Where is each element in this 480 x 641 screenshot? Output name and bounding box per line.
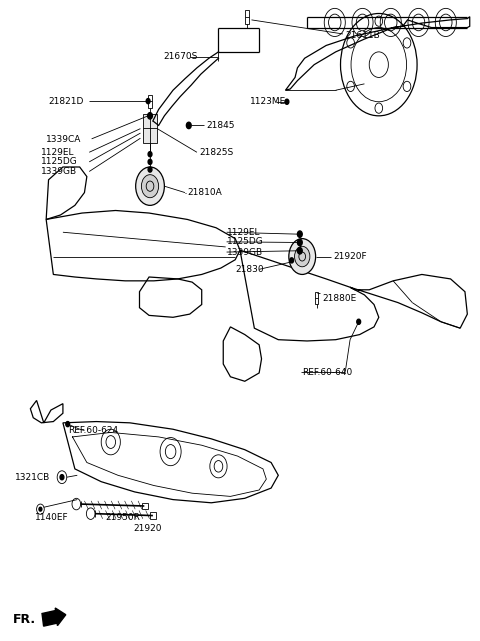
Text: 21950R: 21950R <box>105 513 140 522</box>
Text: 21611B: 21611B <box>345 31 380 40</box>
Circle shape <box>298 231 302 237</box>
Text: 21845: 21845 <box>206 121 235 130</box>
Text: 21670S: 21670S <box>163 53 198 62</box>
Text: 21830: 21830 <box>235 265 264 274</box>
Bar <box>150 512 156 519</box>
Text: 21821D: 21821D <box>48 97 84 106</box>
Text: 1123ME: 1123ME <box>250 97 286 106</box>
Text: 21880E: 21880E <box>323 294 357 303</box>
Circle shape <box>186 122 191 129</box>
Text: 1129EL: 1129EL <box>41 149 75 158</box>
Text: 1140EF: 1140EF <box>35 513 69 522</box>
Circle shape <box>357 319 360 324</box>
Circle shape <box>285 99 289 104</box>
Circle shape <box>136 167 164 205</box>
Bar <box>315 292 319 304</box>
Circle shape <box>290 258 294 263</box>
Circle shape <box>142 174 158 197</box>
Circle shape <box>295 246 310 267</box>
Bar <box>142 503 148 509</box>
Text: 1339GB: 1339GB <box>227 247 263 256</box>
Text: REF.60-640: REF.60-640 <box>302 369 352 378</box>
Text: 1321CB: 1321CB <box>15 472 50 481</box>
Bar <box>245 10 249 24</box>
FancyArrow shape <box>42 608 66 626</box>
Circle shape <box>289 238 316 274</box>
Text: 1125DG: 1125DG <box>227 237 264 246</box>
Circle shape <box>146 99 150 104</box>
Circle shape <box>66 422 70 427</box>
Circle shape <box>148 113 153 119</box>
Text: 21825S: 21825S <box>199 149 234 158</box>
Text: 21920F: 21920F <box>333 252 367 261</box>
Text: 21920: 21920 <box>134 524 162 533</box>
Text: 1339CA: 1339CA <box>46 135 82 144</box>
Text: 1129EL: 1129EL <box>227 228 260 237</box>
Text: 1125DG: 1125DG <box>41 158 78 167</box>
Circle shape <box>39 507 42 511</box>
Bar <box>143 114 157 143</box>
Circle shape <box>148 160 152 165</box>
Text: REF.60-624: REF.60-624 <box>68 426 118 435</box>
Text: FR.: FR. <box>12 613 36 626</box>
Circle shape <box>148 167 152 172</box>
Bar <box>148 95 152 108</box>
Circle shape <box>60 474 64 479</box>
Circle shape <box>298 239 302 246</box>
Circle shape <box>148 152 152 157</box>
Text: 1339GB: 1339GB <box>41 167 77 176</box>
Text: 21810A: 21810A <box>187 188 222 197</box>
Circle shape <box>298 247 302 254</box>
